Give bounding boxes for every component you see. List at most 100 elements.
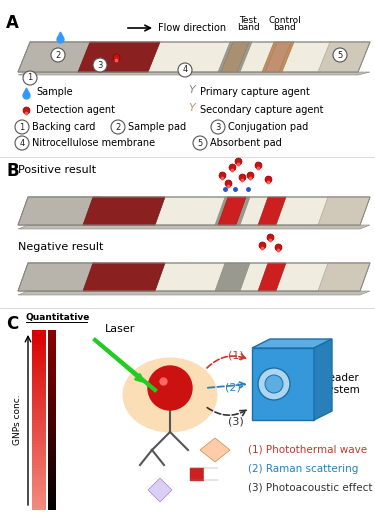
Bar	[32, 390, 46, 393]
Bar	[48, 381, 56, 384]
Bar	[32, 420, 46, 423]
Circle shape	[178, 63, 192, 77]
Bar	[32, 333, 46, 336]
Bar	[48, 369, 56, 372]
Bar	[32, 459, 46, 462]
Bar	[32, 387, 46, 390]
Text: 2: 2	[56, 50, 61, 59]
Text: Reader
system: Reader system	[322, 373, 360, 395]
Bar	[48, 447, 56, 450]
Bar	[32, 456, 46, 459]
Polygon shape	[18, 42, 97, 72]
Bar	[48, 504, 56, 507]
Bar	[48, 477, 56, 480]
Text: 3: 3	[98, 60, 103, 69]
Bar	[48, 435, 56, 438]
Bar	[32, 411, 46, 414]
Ellipse shape	[123, 358, 218, 433]
Text: Y: Y	[188, 103, 195, 113]
Text: Sample: Sample	[36, 87, 73, 97]
Text: Backing card: Backing card	[32, 122, 95, 132]
Text: Sample pad: Sample pad	[128, 122, 186, 132]
Bar	[48, 408, 56, 411]
Bar	[48, 432, 56, 435]
Text: Secondary capture agent: Secondary capture agent	[200, 105, 324, 115]
Polygon shape	[314, 339, 332, 420]
Bar	[48, 471, 56, 474]
Bar	[48, 462, 56, 465]
Bar	[32, 354, 46, 357]
Bar	[48, 453, 56, 456]
Text: (2) Raman scattering: (2) Raman scattering	[248, 464, 358, 474]
Bar	[48, 345, 56, 348]
Bar	[48, 330, 56, 333]
Text: 2: 2	[116, 123, 121, 132]
Bar	[32, 435, 46, 438]
Polygon shape	[18, 291, 370, 295]
Polygon shape	[318, 263, 370, 291]
Bar	[32, 378, 46, 381]
Bar	[48, 351, 56, 354]
Polygon shape	[18, 225, 370, 229]
Bar	[48, 363, 56, 366]
Text: Positive result: Positive result	[18, 165, 96, 175]
Circle shape	[258, 368, 290, 400]
Bar	[32, 441, 46, 444]
Bar	[32, 486, 46, 489]
Text: 4: 4	[182, 66, 188, 75]
Circle shape	[211, 120, 225, 134]
Bar	[48, 336, 56, 339]
Bar	[48, 492, 56, 495]
Polygon shape	[200, 438, 230, 462]
Polygon shape	[262, 42, 294, 72]
Bar	[32, 339, 46, 342]
Polygon shape	[18, 197, 370, 225]
Bar	[48, 480, 56, 483]
Bar	[32, 429, 46, 432]
Polygon shape	[252, 348, 314, 420]
Text: (2): (2)	[225, 383, 241, 393]
Text: Quantitative: Quantitative	[26, 313, 90, 322]
Bar	[32, 438, 46, 441]
Text: band: band	[237, 23, 260, 32]
Bar	[32, 396, 46, 399]
Bar	[48, 483, 56, 486]
Circle shape	[23, 71, 37, 85]
Text: 5: 5	[197, 139, 202, 148]
Bar	[32, 504, 46, 507]
Bar	[32, 423, 46, 426]
Bar	[32, 375, 46, 378]
Bar	[32, 501, 46, 504]
Bar	[48, 342, 56, 345]
Text: Laser: Laser	[105, 324, 135, 334]
Bar	[32, 402, 46, 405]
Bar	[48, 357, 56, 360]
Bar	[32, 351, 46, 354]
Circle shape	[111, 120, 125, 134]
Circle shape	[15, 136, 29, 150]
Bar	[32, 384, 46, 387]
Bar	[48, 507, 56, 510]
Bar	[48, 399, 56, 402]
Bar	[32, 465, 46, 468]
Polygon shape	[18, 263, 100, 291]
Bar	[32, 471, 46, 474]
Bar	[48, 417, 56, 420]
Bar	[32, 372, 46, 375]
Bar	[48, 405, 56, 408]
Bar	[32, 498, 46, 501]
Polygon shape	[78, 42, 160, 72]
Bar	[48, 429, 56, 432]
Bar	[48, 366, 56, 369]
Text: 3: 3	[215, 123, 220, 132]
Polygon shape	[258, 263, 286, 291]
Bar	[48, 489, 56, 492]
Bar	[48, 384, 56, 387]
Bar	[32, 462, 46, 465]
Bar	[32, 405, 46, 408]
Bar	[48, 450, 56, 453]
Bar	[32, 369, 46, 372]
Polygon shape	[83, 197, 165, 225]
Bar	[48, 495, 56, 498]
Bar	[32, 444, 46, 447]
